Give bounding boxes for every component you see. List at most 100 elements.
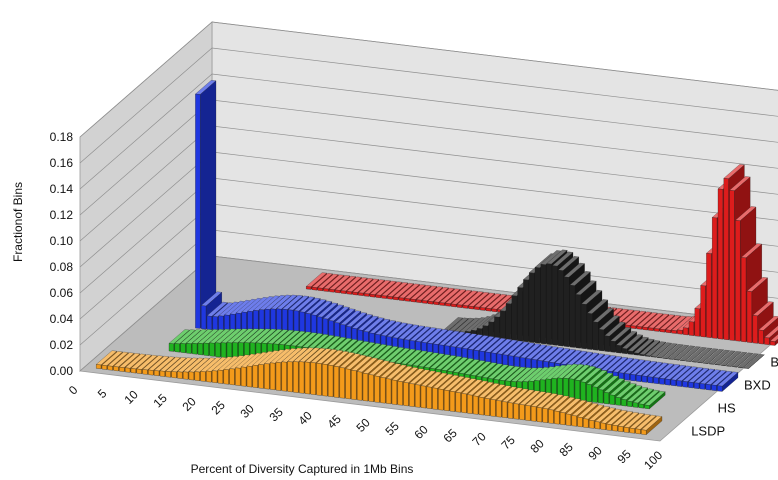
bar-front [558,269,564,347]
bar-front [682,381,688,388]
bar-front [329,289,335,293]
x-tick-label: 55 [382,419,402,439]
bar-front [346,291,352,295]
bar [644,341,667,357]
bar-front [638,403,644,409]
bar-front [212,316,218,331]
bar [673,345,696,361]
bar-front [677,329,683,335]
bar-front [514,356,520,368]
bar-front [600,422,606,430]
bar-front [735,220,741,342]
bar-front [217,369,223,384]
gridline [79,73,778,190]
series-b-p [441,249,765,369]
bar-front [391,379,397,405]
bar-front [209,342,215,357]
bar-front [583,418,589,428]
bar-front [691,361,697,363]
bar-side [713,350,730,365]
bar-front [671,329,677,334]
gridline [79,21,778,138]
bar-front [500,310,506,340]
bar-front [488,321,494,338]
x-tick-label: 10 [121,387,141,407]
bar [641,415,663,435]
bar-front [683,327,689,336]
bar-front [306,286,312,290]
bar-front [688,321,694,336]
bar-front [659,328,665,333]
bar-front [364,293,370,297]
bar-front [345,368,351,400]
bar-front [462,305,468,309]
bar-front [445,303,451,307]
bar-front [653,377,659,384]
bar-front [729,190,735,341]
bar-front [645,355,651,357]
bar-front [594,421,600,430]
bar [717,371,739,392]
bar-front [587,313,593,350]
bar-front [592,386,598,403]
bar-front [520,357,526,368]
bar [650,342,672,358]
bar-front [610,340,616,353]
bar-front [650,356,656,358]
bar-front [455,392,461,413]
bar-front [333,366,339,398]
y-tick-label: 0.10 [50,234,74,248]
bar-front [352,291,358,296]
bar-side [707,349,724,364]
bar-front [565,413,571,426]
bar [708,349,730,365]
bar-front [630,374,636,382]
x-tick-label: 20 [179,394,199,414]
bar-side [673,345,690,360]
bar-front [491,352,497,365]
bar [752,301,774,344]
y-tick-label: 0.06 [50,286,74,300]
bar-front [456,304,462,308]
bar-front [397,380,403,406]
bar-front [339,367,345,399]
bar-front [203,342,209,356]
bar-front [386,378,392,405]
bar-front [741,257,747,343]
x-tick-label: 100 [641,448,665,472]
bar-front [369,293,375,298]
bar-front [304,361,310,395]
bar-front [241,366,247,387]
bar-front [636,374,642,382]
bar-front [125,367,131,373]
bar-front [706,253,712,338]
x-tick-label: 60 [411,422,431,442]
x-tick-label: 75 [498,433,518,453]
bar-front [206,315,212,331]
bar [769,334,778,346]
bar-front [422,300,428,304]
bar-front [694,308,700,337]
bar-front [569,284,575,348]
bar-front [368,374,374,402]
bar-front [656,357,662,359]
x-tick-label: 30 [237,401,257,421]
bar-front [746,290,752,343]
bar-front [737,367,743,368]
bar-front [688,381,694,389]
bar-front [711,384,717,391]
bar-front [215,342,221,358]
x-tick-label: 15 [150,391,170,411]
bar-front [569,378,575,400]
bar-front [758,329,764,345]
bar-front [96,364,102,370]
bar-front [154,370,160,377]
y-tick-labels: 0.00 0.02 0.04 0.06 0.08 0.10 0.12 0.14 0.16 0.18 [50,130,74,378]
bar-front [293,361,299,393]
x-tick-label: 50 [353,415,373,435]
bar-front [403,382,409,407]
bar-front [694,382,700,389]
bar-front [507,402,513,419]
y-tick-label: 0.18 [50,130,74,144]
